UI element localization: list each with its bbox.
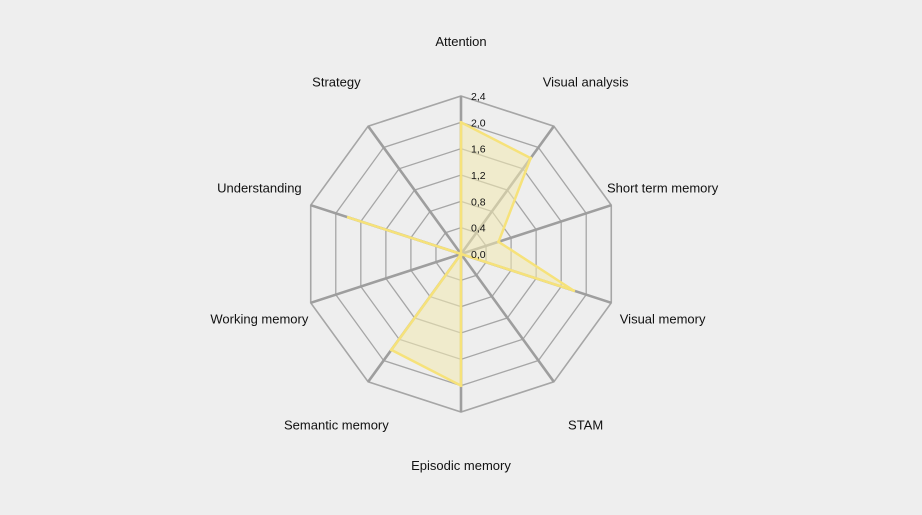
series-point	[459, 120, 463, 124]
tick-label: 0,8	[471, 196, 486, 208]
series-point	[346, 215, 350, 219]
axis-label: Short term memory	[607, 180, 719, 195]
tick-labels: 0,0 0,4 0,8 1,2 1,6 2,0 2,4	[471, 91, 486, 261]
axis-label: Attention	[435, 34, 486, 49]
series-point	[572, 289, 576, 293]
series-point	[459, 252, 463, 256]
tick-label: 1,2	[471, 170, 486, 182]
spoke-line	[310, 252, 462, 305]
tick-label: 1,6	[471, 144, 486, 156]
series-layer	[346, 120, 576, 388]
axis-label: Understanding	[217, 180, 302, 195]
axis-label: Working memory	[210, 312, 309, 327]
axis-label: Semantic memory	[284, 418, 389, 433]
series-point	[459, 384, 463, 388]
series-point	[389, 348, 393, 352]
axis-label: Visual analysis	[543, 74, 629, 89]
series-point	[529, 156, 533, 160]
axis-label: Strategy	[312, 74, 361, 89]
axis-label: Visual memory	[620, 312, 706, 327]
axis-label: Episodic memory	[411, 458, 511, 473]
axis-label: STAM	[568, 418, 603, 433]
tick-label: 2,0	[471, 117, 486, 129]
tick-label: 2,4	[471, 91, 486, 103]
series-point	[497, 240, 501, 244]
spoke-line	[367, 125, 463, 255]
tick-label: 0,4	[471, 223, 486, 235]
axis-labels: Attention Visual analysis Short term memor…	[210, 34, 718, 473]
tick-label: 0,0	[471, 249, 486, 261]
spoke-line	[459, 253, 555, 383]
